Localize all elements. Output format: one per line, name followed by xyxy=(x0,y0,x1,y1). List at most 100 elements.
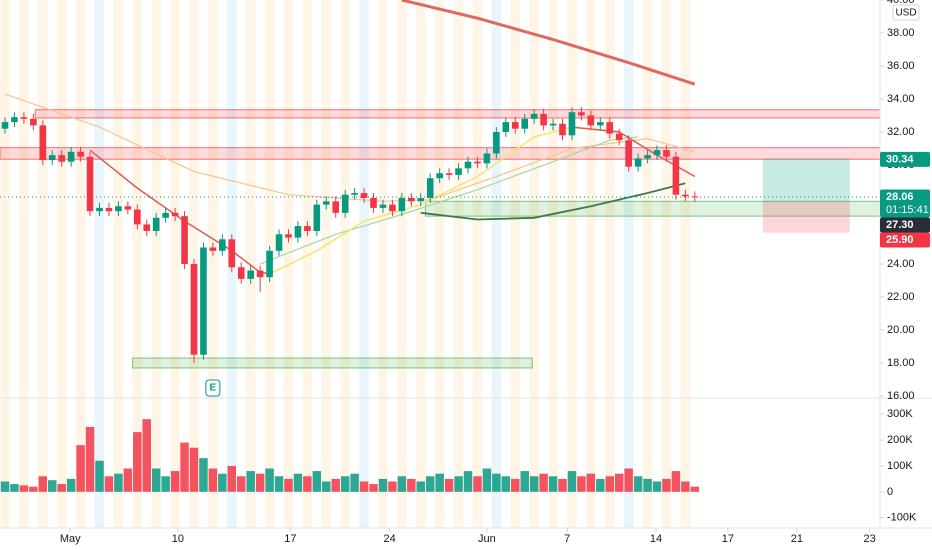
candle-body xyxy=(256,270,264,278)
volume-bar xyxy=(558,478,567,492)
candle-body xyxy=(511,122,519,129)
volume-bar xyxy=(312,471,322,492)
volume-bar xyxy=(151,468,161,492)
candle-body xyxy=(58,155,66,162)
volume-bar xyxy=(189,447,199,492)
event-label: E xyxy=(210,383,217,394)
x-tick-label: 21 xyxy=(791,533,803,545)
volume-bar xyxy=(416,481,426,492)
position-stop xyxy=(762,201,850,233)
zone xyxy=(0,147,880,160)
volume-bar xyxy=(690,486,700,492)
candle-body xyxy=(549,123,557,126)
session-stripe xyxy=(605,0,615,528)
candle-body xyxy=(190,264,198,355)
y-tick-label: 18.00 xyxy=(887,357,915,369)
volume-bar xyxy=(492,473,501,492)
y-tick-label: 22.00 xyxy=(887,291,915,303)
candle-body xyxy=(171,212,179,217)
volume-bar xyxy=(48,480,57,492)
y2-tick-label: 300K xyxy=(887,408,913,420)
session-stripe xyxy=(586,0,596,528)
volume-bar xyxy=(19,485,29,492)
price-badge xyxy=(880,232,930,248)
volume-bar xyxy=(482,468,492,492)
volume-bar xyxy=(104,476,114,492)
candle-body xyxy=(124,206,132,210)
session-stripe xyxy=(94,0,105,528)
volume-bar xyxy=(255,473,265,492)
candle-body xyxy=(360,193,368,198)
candle-body xyxy=(200,247,207,355)
session-stripe xyxy=(434,0,445,528)
candle-body xyxy=(568,112,576,136)
volume-bar xyxy=(161,476,170,492)
volume-bar xyxy=(605,476,615,492)
volume-bar xyxy=(662,478,671,492)
volume-bar xyxy=(567,471,577,492)
volume-bar xyxy=(463,471,473,492)
zone xyxy=(34,109,880,119)
session-stripe xyxy=(113,0,124,528)
x-tick-label: 14 xyxy=(650,533,662,545)
x-tick-label: 7 xyxy=(564,533,570,545)
volume-bar xyxy=(85,426,95,492)
candle-body xyxy=(228,239,236,268)
candle-body xyxy=(540,113,547,126)
candle-body xyxy=(682,194,689,197)
price-badge-label: 25.90 xyxy=(886,234,914,246)
candle-body xyxy=(322,201,330,205)
candle-body xyxy=(379,204,387,208)
x-tick-label: 10 xyxy=(172,533,184,545)
volume-bar xyxy=(293,473,303,492)
candle-body xyxy=(332,201,340,213)
candle-body xyxy=(341,194,349,213)
session-stripe xyxy=(19,0,29,528)
session-stripe xyxy=(453,0,464,528)
x-tick-label: 17 xyxy=(722,533,734,545)
y-tick-label: 38.00 xyxy=(887,27,915,39)
candle-body xyxy=(530,113,538,119)
candle-body xyxy=(1,122,9,129)
volume-bar xyxy=(38,476,48,492)
candle-body xyxy=(634,158,642,167)
volume-bar xyxy=(596,478,605,492)
candle-body xyxy=(152,217,160,231)
session-stripe xyxy=(151,0,161,528)
candle-body xyxy=(653,150,661,156)
volume-bar xyxy=(114,473,123,492)
volume-bar xyxy=(501,476,511,492)
candle-body xyxy=(247,270,254,279)
price-badge xyxy=(880,151,930,167)
session-stripe xyxy=(416,0,426,528)
candle-body xyxy=(20,117,28,119)
candle-body xyxy=(436,173,443,179)
volume-bar xyxy=(274,476,284,492)
volume-bar xyxy=(529,476,539,492)
volume-bar xyxy=(388,481,397,492)
candle-body xyxy=(115,206,122,212)
candle-body xyxy=(181,216,188,264)
volume-bar xyxy=(170,471,180,492)
candle-body xyxy=(408,198,415,202)
session-stripe xyxy=(0,0,10,528)
price-badge-label: 28.06 xyxy=(886,191,914,203)
volume-bar xyxy=(236,476,246,492)
x-tick-label: Jun xyxy=(478,533,496,545)
candle-body xyxy=(663,150,670,157)
session-stripe xyxy=(340,0,350,528)
price-pane: E xyxy=(0,0,880,397)
axes: 16.0018.0020.0022.0024.0026.0028.0030.00… xyxy=(60,0,930,545)
session-stripe xyxy=(680,0,691,528)
currency-box[interactable] xyxy=(892,4,920,21)
zone xyxy=(132,357,533,369)
y2-tick-label: -100K xyxy=(887,512,917,524)
candle-body xyxy=(587,115,595,126)
candle-body xyxy=(219,239,226,251)
session-stripe xyxy=(548,0,558,528)
volume-bar xyxy=(180,442,189,492)
session-stripe xyxy=(75,0,86,528)
candle-body xyxy=(39,125,47,161)
candle-body xyxy=(266,250,273,278)
volume-bar xyxy=(123,468,133,492)
